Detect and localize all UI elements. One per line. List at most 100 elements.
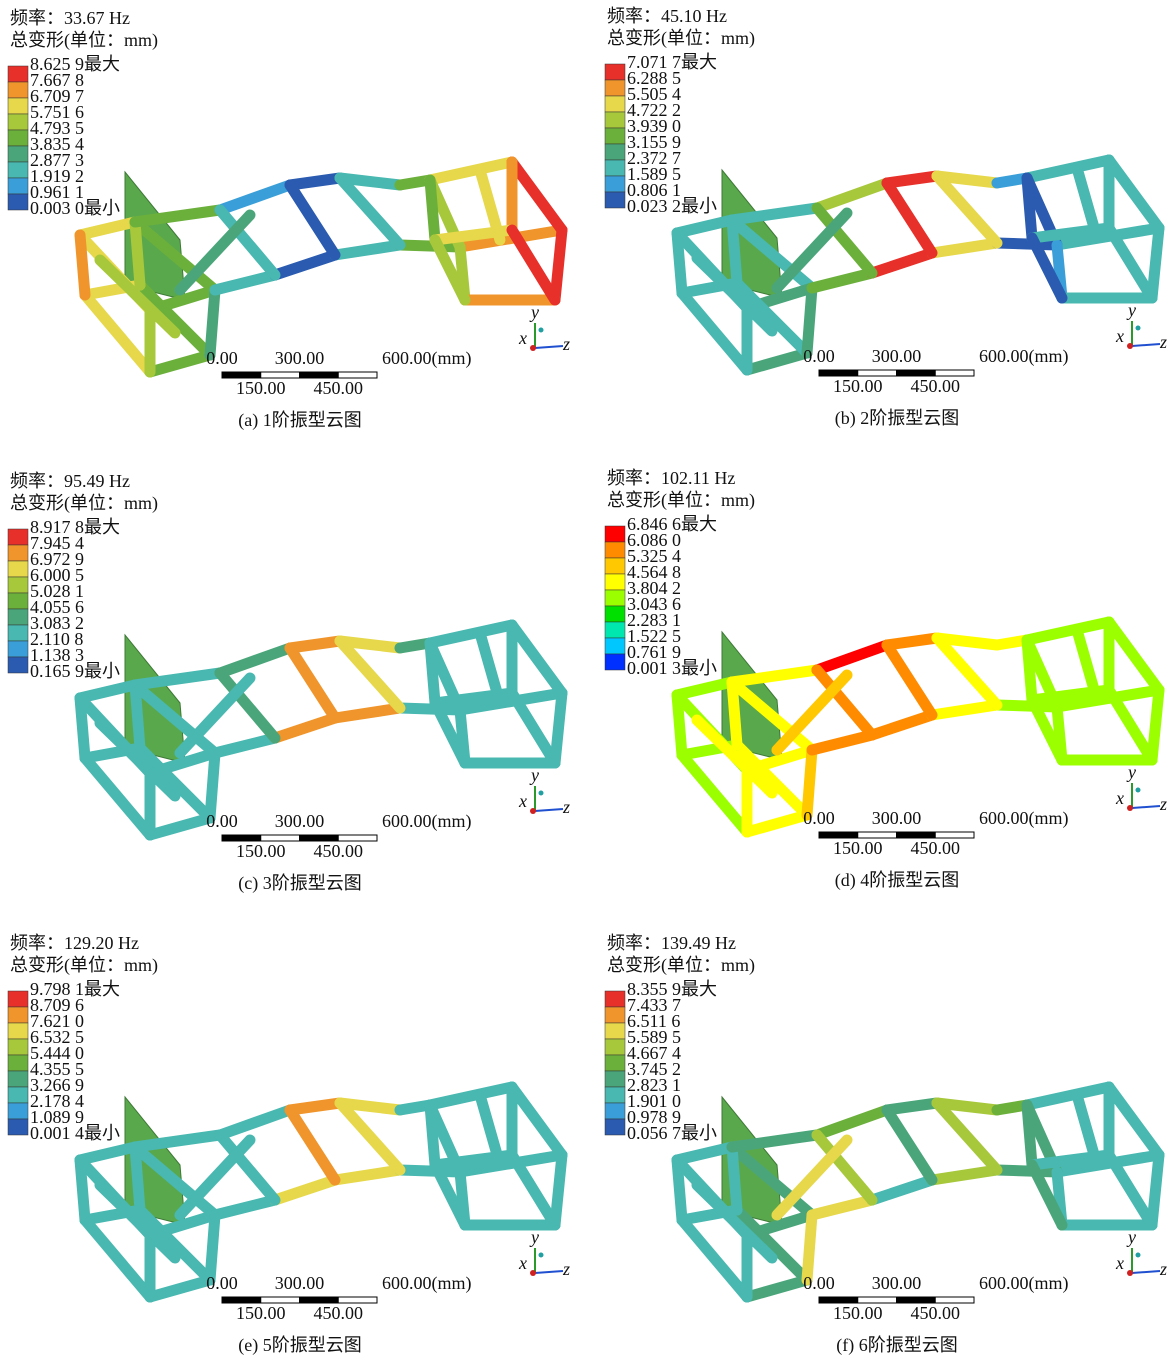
beam [887, 645, 932, 715]
frame-model [80, 625, 562, 835]
legend-swatch [8, 146, 28, 162]
beam [812, 273, 872, 288]
legend-swatch [605, 1103, 625, 1119]
beam [747, 353, 807, 370]
panel: 频率：45.10 Hz总变形(单位：mm)7.071 7最大6.288 55.5… [605, 6, 1167, 429]
beam [807, 750, 812, 815]
frequency-label: 频率：45.10 Hz [607, 6, 727, 26]
beam [512, 162, 562, 230]
legend-swatch [8, 991, 28, 1007]
caption: (b) 2阶振型云图 [835, 408, 960, 429]
scale-segment [222, 372, 261, 378]
legend-swatch [605, 1119, 625, 1135]
axis-arrow [1132, 1271, 1160, 1273]
frequency-label: 频率：33.67 Hz [10, 8, 130, 28]
beam [430, 180, 435, 240]
scale-segment [858, 1297, 897, 1303]
scale-label: 600.00(mm) [382, 348, 472, 369]
legend-swatch [8, 1119, 28, 1135]
panel: 频率：102.11 Hz总变形(单位：mm)6.846 6最大6.086 05.… [605, 468, 1167, 891]
legend-swatch [605, 1023, 625, 1039]
axis-label: x [518, 791, 527, 811]
beam [1152, 228, 1159, 298]
scale-segment [819, 832, 858, 838]
caption: (a) 1阶振型云图 [238, 410, 361, 431]
scale-segment [897, 370, 936, 376]
beam [555, 230, 562, 300]
beam [555, 693, 562, 763]
scale-segment [300, 372, 339, 378]
scale-label: 450.00 [314, 841, 364, 861]
scale-label: 150.00 [236, 1303, 286, 1323]
scale-label: 150.00 [833, 1303, 883, 1323]
scale-label: 450.00 [911, 1303, 961, 1323]
beam [220, 185, 290, 210]
legend-swatch [8, 641, 28, 657]
beam [210, 753, 215, 818]
axis-dot [539, 1253, 544, 1258]
beam [1027, 160, 1109, 178]
scale-segment [261, 1297, 300, 1303]
legend-label: 0.165 9最小 [30, 661, 120, 681]
beam [430, 625, 512, 643]
scale-label: 0.00 [803, 808, 835, 828]
axis-origin [1127, 1270, 1133, 1276]
legend-swatch [605, 144, 625, 160]
frequency-label: 频率：95.49 Hz [10, 471, 130, 491]
beam [80, 1160, 85, 1220]
axis-label: z [562, 797, 570, 817]
beam [677, 1160, 682, 1220]
beam [1109, 1155, 1152, 1225]
legend-swatch [605, 1071, 625, 1087]
legend-swatch [8, 1023, 28, 1039]
legend-swatch [8, 98, 28, 114]
legend-swatch [605, 128, 625, 144]
axis-label: y [529, 302, 539, 322]
scale-label: 150.00 [236, 378, 286, 398]
frequency-label: 频率：102.11 Hz [607, 468, 735, 488]
beam [215, 275, 275, 290]
beam [555, 1155, 562, 1225]
figure: 频率：33.67 Hz总变形(单位：mm)8.625 9最大7.667 86.7… [0, 0, 1168, 1359]
legend-swatch [605, 526, 625, 542]
beam [290, 648, 335, 718]
axis-label: z [1159, 332, 1167, 352]
beam [512, 625, 562, 693]
beam [932, 243, 997, 253]
legend-swatch [605, 176, 625, 192]
scale-segment [935, 832, 974, 838]
scale-segment [300, 1297, 339, 1303]
scale-segment [858, 832, 897, 838]
axis-origin [530, 345, 536, 351]
axis-dot [1136, 788, 1141, 793]
beam [150, 818, 210, 835]
beam [1109, 228, 1152, 298]
panel: 频率：129.20 Hz总变形(单位：mm)9.798 1最大8.709 67.… [8, 933, 570, 1356]
legend-swatch [605, 1007, 625, 1023]
beam [1109, 690, 1152, 760]
scale-label: 0.00 [206, 1273, 238, 1293]
scale-label: 600.00(mm) [382, 811, 472, 832]
beam [210, 290, 215, 355]
legend-swatch [605, 192, 625, 208]
legend-swatch [605, 574, 625, 590]
beam [430, 1105, 435, 1165]
beam [997, 705, 1057, 707]
scale-label: 450.00 [314, 378, 364, 398]
frame-model [677, 1087, 1159, 1297]
beam [1027, 1105, 1032, 1165]
frequency-label: 频率：129.20 Hz [10, 933, 139, 953]
scale-label: 0.00 [803, 1273, 835, 1293]
beam [677, 695, 682, 755]
beam [1152, 690, 1159, 760]
axis-label: y [1126, 762, 1136, 782]
scale-label: 600.00(mm) [979, 808, 1069, 829]
scale-label: 450.00 [911, 838, 961, 858]
beam [812, 1200, 872, 1215]
legend-swatch [605, 96, 625, 112]
deformation-label: 总变形(单位：mm) [607, 28, 755, 49]
legend-swatch [605, 64, 625, 80]
axis-arrow [535, 1271, 563, 1273]
axis-label: x [518, 1253, 527, 1273]
scale-segment [222, 1297, 261, 1303]
